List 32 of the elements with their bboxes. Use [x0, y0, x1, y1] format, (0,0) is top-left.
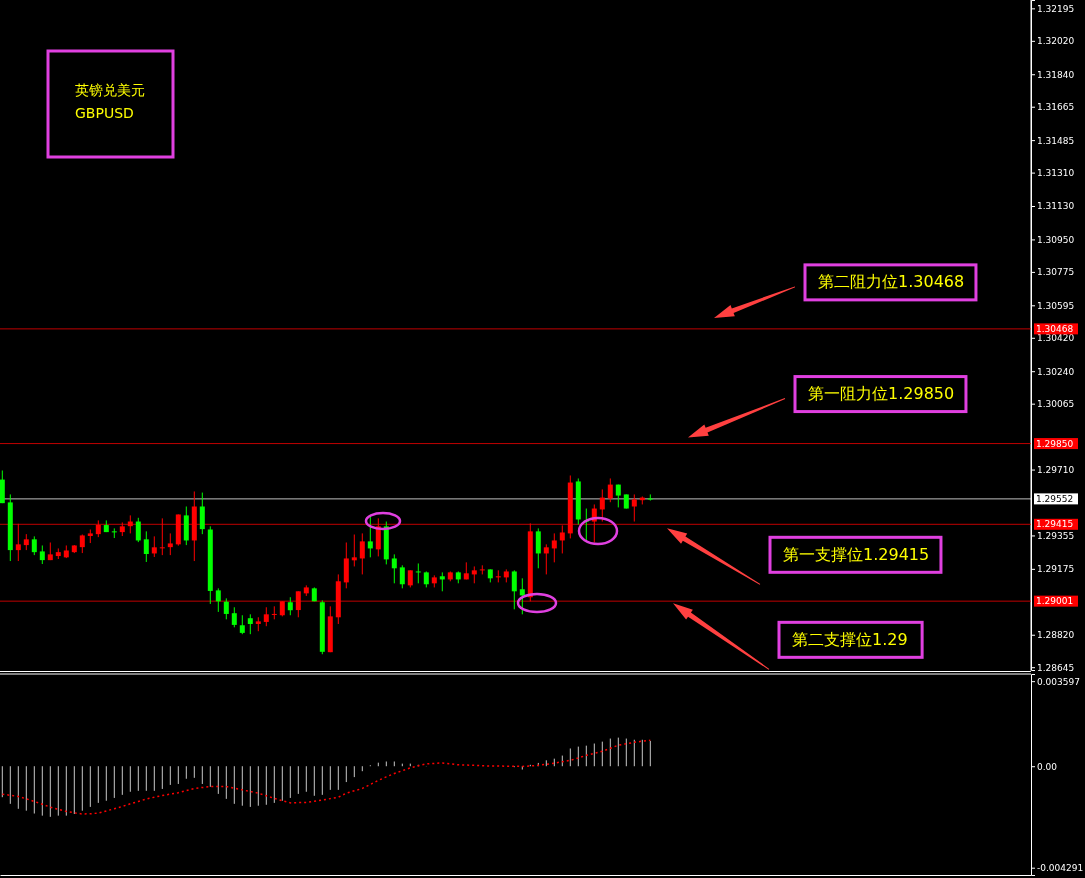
y-tick-label: -0.004291 [1037, 863, 1084, 874]
y-tick-label: 1.29175 [1037, 564, 1075, 575]
y-tick-label: 1.31130 [1037, 201, 1075, 212]
y-tick-label: 1.29710 [1037, 464, 1075, 475]
text: GBPUSD [75, 105, 134, 121]
annotation: 第一阻力位1.29850 [808, 384, 955, 404]
annotation: 第二支撑位1.29 [792, 629, 908, 649]
y-tick-label: 1.31840 [1037, 69, 1075, 80]
y-tick-label: 1.29355 [1037, 530, 1075, 541]
text: 英镑兑美元 [75, 82, 145, 98]
ref-line-label: 1.29850 [1036, 438, 1074, 449]
y-tick-label: 1.31665 [1037, 102, 1075, 113]
y-tick-label: 1.28820 [1037, 630, 1075, 641]
y-tick-label: 1.32195 [1037, 3, 1075, 14]
y-tick-label: 0.00 [1037, 761, 1058, 772]
y-tick-label: 1.28645 [1037, 662, 1075, 673]
ref-line-label: 1.30468 [1036, 324, 1074, 335]
annotation: 第二阻力位1.30468 [818, 272, 965, 292]
annotation: 第一支撑位1.29415 [783, 544, 930, 564]
y-tick-label: 0.003597 [1037, 676, 1080, 687]
y-tick-label: 1.30950 [1037, 234, 1075, 245]
y-tick-label: 1.30420 [1037, 333, 1075, 344]
y-tick-label: 1.30240 [1037, 366, 1075, 377]
y-tick-label: 1.30065 [1037, 399, 1075, 410]
y-tick-label: 1.32020 [1037, 36, 1075, 47]
ref-line-label: 1.29552 [1036, 494, 1074, 505]
y-tick-label: 1.31485 [1037, 135, 1075, 146]
ref-line-label: 1.29001 [1036, 596, 1074, 607]
y-tick-label: 1.30775 [1037, 267, 1075, 278]
y-tick-label: 1.30595 [1037, 300, 1075, 311]
ref-line-label: 1.29415 [1036, 519, 1074, 530]
y-tick-label: 1.31310 [1037, 167, 1075, 178]
